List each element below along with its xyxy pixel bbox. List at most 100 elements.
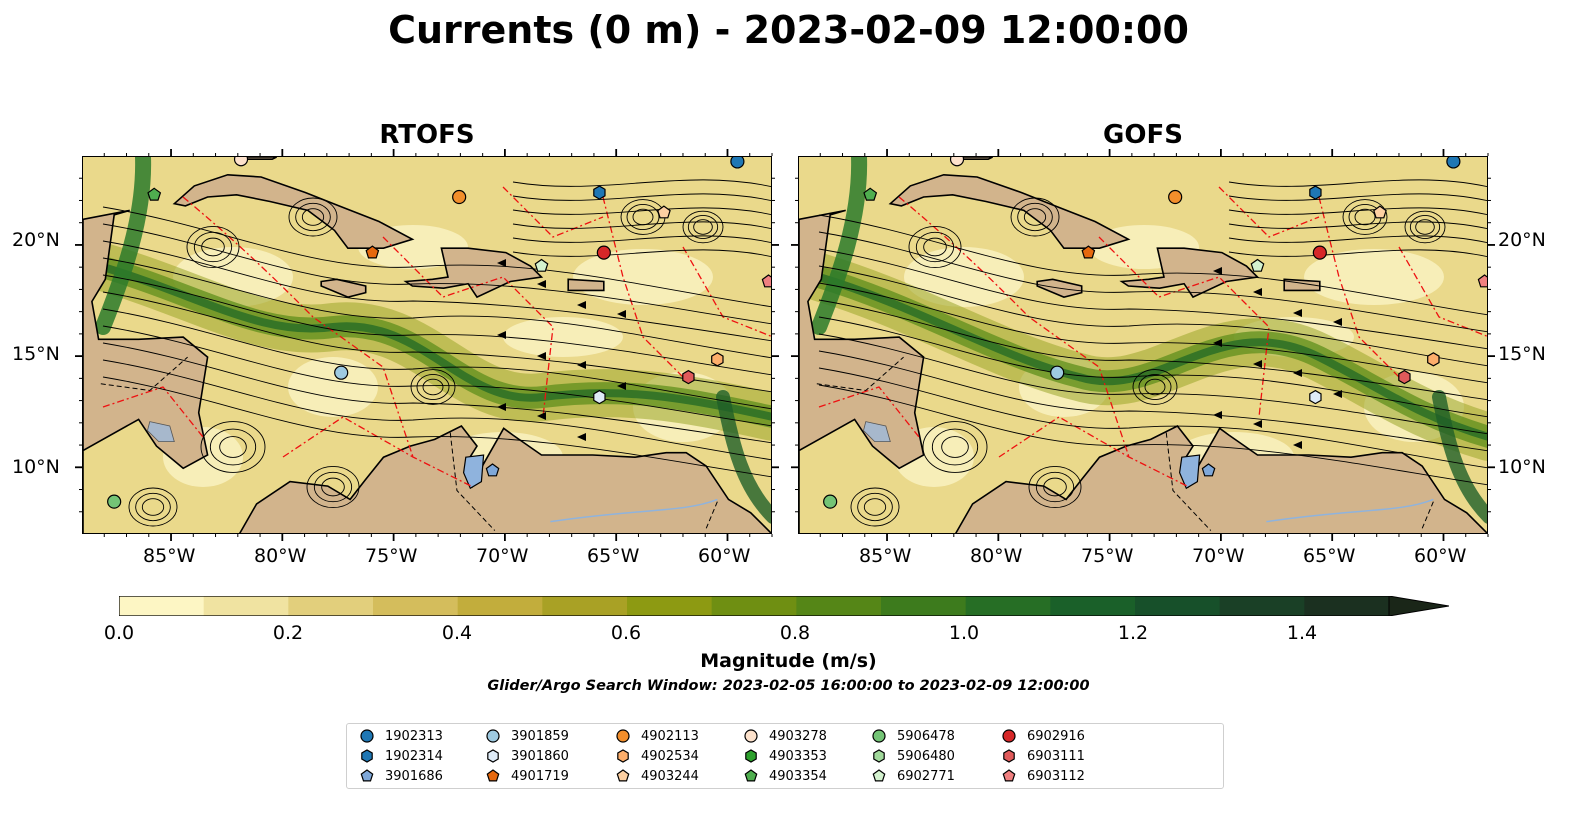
legend-label: 1902314 [385, 748, 443, 764]
map-canvas-rtofs [83, 157, 771, 533]
streamline-arrow [577, 433, 586, 441]
eddy-streamline [922, 421, 988, 473]
eddy-streamline [1043, 477, 1067, 497]
eddy-streamline [1138, 373, 1172, 401]
figure-title: Currents (0 m) - 2023-02-09 12:00:00 [388, 8, 1189, 52]
maritime-boundary [1218, 186, 1320, 238]
legend-label: 5906480 [897, 748, 955, 764]
lon-tick-label: 80°W [970, 545, 1023, 567]
maritime-boundary [602, 196, 684, 378]
streamline [818, 282, 1487, 384]
legend-marker-circle [360, 729, 374, 743]
float-marker-6902916 [1312, 245, 1327, 260]
streamline [512, 235, 771, 244]
maritime-boundary [998, 416, 1190, 488]
float-marker-4903244 [1373, 205, 1387, 219]
streamline-arrow [537, 280, 546, 288]
colorbar-tick-label: 1.0 [948, 622, 980, 644]
lon-tick-label: 65°W [1303, 545, 1356, 567]
lat-tick-label: 10°N [12, 456, 60, 478]
legend-marker-hexagon [1003, 749, 1015, 763]
legend-marker-hexagon [361, 749, 373, 763]
lon-tick-label: 65°W [587, 545, 640, 567]
legend-marker-pentagon [360, 769, 374, 782]
legend-item: 6902771 [871, 767, 955, 785]
streamline-arrow [577, 361, 586, 369]
streamline-arrow [497, 331, 506, 339]
eddy-streamline [186, 225, 240, 269]
legend-marker-shape [744, 729, 758, 743]
streamline [818, 384, 1487, 486]
streamline [1228, 193, 1487, 202]
streamline [102, 376, 771, 478]
float-marker-1902314 [593, 185, 606, 200]
eddy-streamline [1404, 210, 1446, 244]
maritime-boundary [682, 246, 771, 337]
float-marker-6903111 [682, 369, 695, 385]
streamline [818, 248, 1487, 350]
colorbar-tick-label: 0.0 [103, 622, 135, 644]
float-marker-6903111 [1398, 369, 1411, 385]
eddy-streamline [141, 498, 165, 516]
eddy-streamline [313, 471, 353, 503]
legend-label: 6903112 [1027, 768, 1085, 784]
lat-tick-label: 15°N [1498, 343, 1546, 365]
legend-label: 4903244 [641, 768, 699, 784]
colorbar-segment [965, 596, 1051, 616]
hispaniola-land [403, 247, 544, 299]
puerto-rico-land [1283, 278, 1321, 292]
eddy-streamline [200, 421, 266, 473]
streamline-arrow [1253, 288, 1262, 296]
maritime-boundary [818, 386, 920, 438]
legend-item: 6903111 [1001, 747, 1085, 765]
eddy-streamline [321, 477, 345, 497]
legend-marker-shape [487, 749, 499, 763]
eddy-streamline [1028, 465, 1082, 509]
streamline [1228, 221, 1487, 230]
legend-item: 4903354 [743, 767, 827, 785]
current-jet [815, 273, 1487, 441]
float-marker-3901859 [334, 365, 349, 380]
eddy-streamline [850, 487, 900, 527]
maritime-boundary [182, 196, 414, 458]
legend-label: 3901859 [511, 728, 569, 744]
streamline [102, 274, 771, 376]
legend-item: 5906480 [871, 747, 955, 765]
eddy-streamline [1132, 369, 1178, 405]
legend-label: 6903111 [1027, 748, 1085, 764]
eddy-streamline [301, 208, 325, 226]
cuba-land [172, 173, 415, 249]
streamline [102, 240, 771, 342]
float-marker-5906478 [823, 494, 838, 509]
legend-marker-shape [1002, 769, 1016, 782]
eddy-streamline [632, 208, 654, 226]
legend-marker-shape [360, 769, 374, 782]
colorbar-segment [542, 596, 628, 616]
colorbar-tick-label: 0.8 [779, 622, 811, 644]
eastern-inflow [716, 390, 771, 524]
eddy-streamline [923, 237, 947, 257]
legend-item: 5906478 [871, 727, 955, 745]
streamline-arrow [537, 352, 546, 360]
float-marker-4902534 [1427, 352, 1440, 367]
float-marker-4901719 [1081, 245, 1096, 259]
streamline-arrow [617, 310, 626, 318]
float-marker-3901860 [593, 389, 606, 405]
streamline [512, 207, 771, 216]
national-border [816, 356, 904, 391]
eastern-inflow [1432, 390, 1487, 524]
colorbar-segment [1135, 596, 1221, 616]
central-america-land [799, 209, 925, 533]
streamline [818, 367, 1487, 469]
colorbar-tick-label: 0.4 [441, 622, 473, 644]
streamline [818, 316, 1487, 418]
colorbar-segment [119, 596, 205, 616]
eddy-streamline [693, 219, 713, 235]
eddy-streamline [128, 487, 178, 527]
legend-marker-shape [872, 769, 886, 782]
legend-item: 4903278 [743, 727, 827, 745]
legend-marker-shape [616, 729, 630, 743]
legend-marker-hexagon [487, 749, 499, 763]
streamline [818, 299, 1487, 401]
float-marker-1902313 [730, 157, 745, 169]
